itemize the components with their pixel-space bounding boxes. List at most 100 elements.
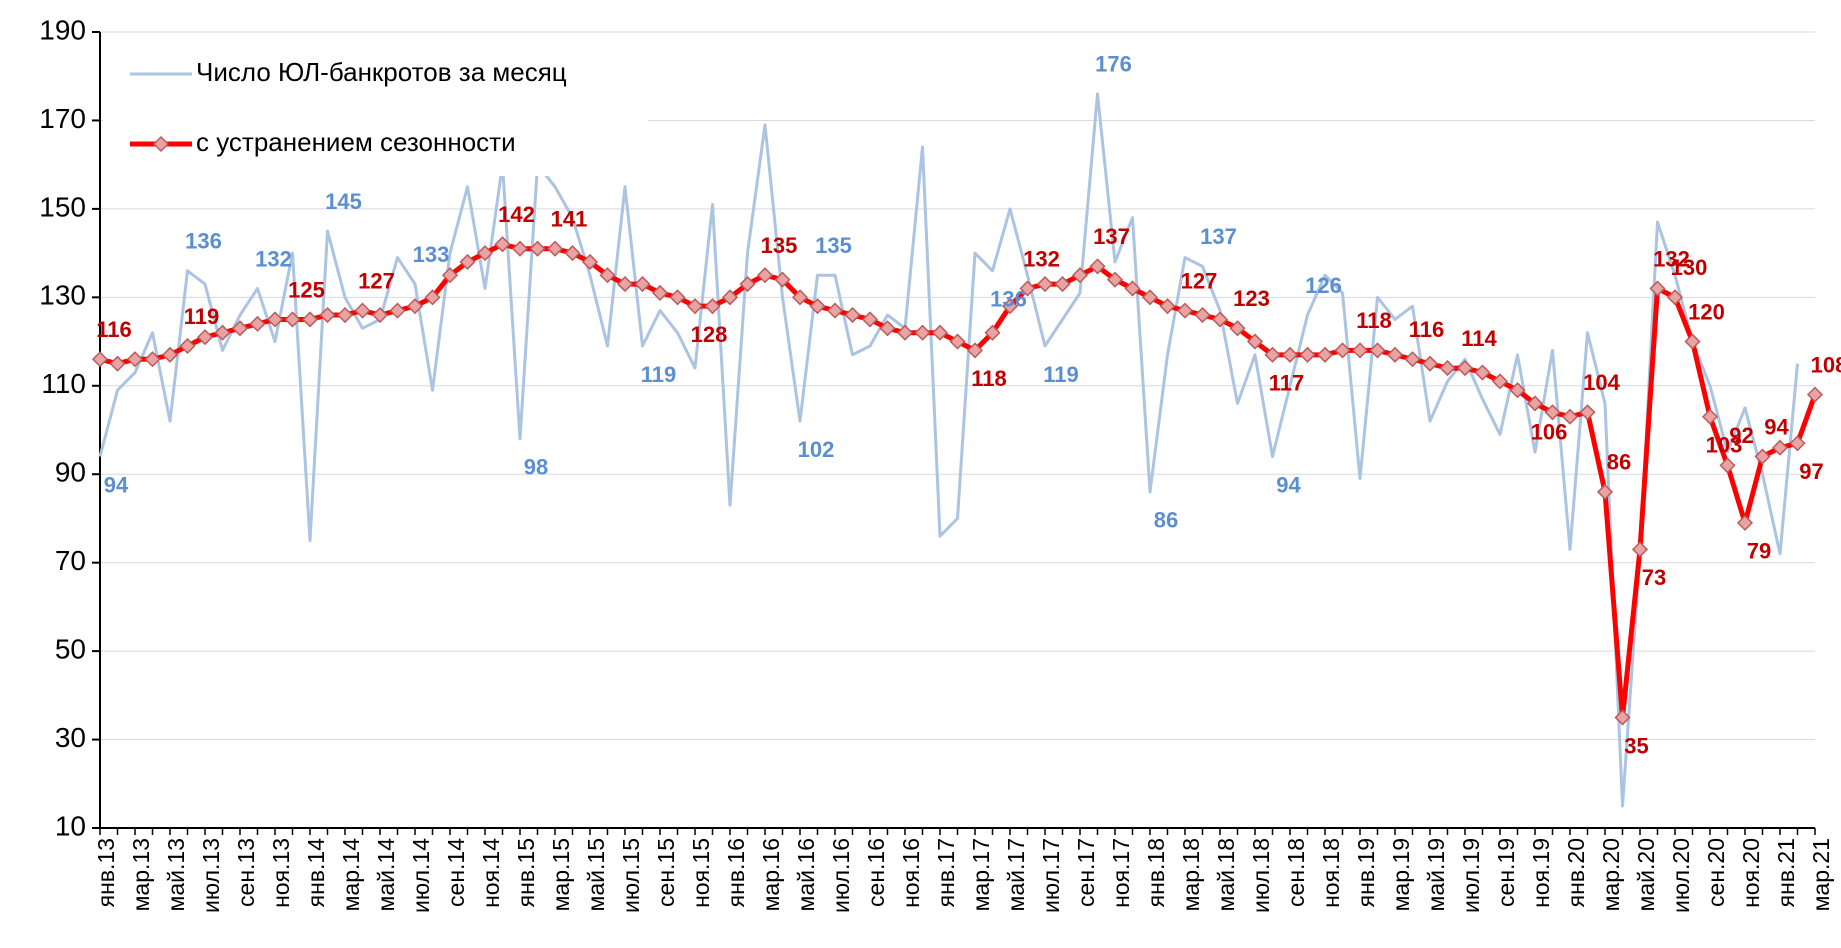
value-label: 142 bbox=[498, 202, 535, 227]
marker bbox=[1159, 298, 1176, 315]
value-label: 126 bbox=[1305, 273, 1342, 298]
x-tick-label: сен.18 bbox=[1283, 838, 1309, 907]
y-tick-label: 150 bbox=[39, 191, 86, 222]
x-tick-label: май.20 bbox=[1633, 838, 1659, 911]
x-tick-label: ноя.16 bbox=[898, 838, 924, 908]
x-tick-label: ноя.14 bbox=[478, 838, 504, 908]
marker bbox=[1351, 342, 1369, 359]
marker bbox=[1649, 280, 1666, 297]
marker bbox=[1596, 483, 1614, 500]
x-tick-label: янв.16 bbox=[723, 838, 749, 907]
x-tick-label: мар.20 bbox=[1598, 838, 1624, 911]
value-label: 176 bbox=[1095, 52, 1132, 77]
x-tick-label: янв.19 bbox=[1353, 838, 1379, 907]
marker bbox=[494, 236, 511, 253]
marker bbox=[984, 324, 1001, 341]
marker bbox=[354, 302, 371, 319]
value-label: 108 bbox=[1811, 352, 1841, 377]
value-label: 123 bbox=[1233, 286, 1270, 311]
marker bbox=[144, 351, 161, 368]
x-tick-label: июл.17 bbox=[1038, 838, 1064, 913]
marker bbox=[966, 342, 984, 359]
value-label: 104 bbox=[1583, 370, 1620, 395]
x-tick-label: мар.16 bbox=[758, 838, 784, 911]
marker bbox=[1456, 360, 1474, 377]
value-label: 73 bbox=[1642, 565, 1666, 590]
marker bbox=[1386, 346, 1404, 363]
x-tick-label: мар.13 bbox=[128, 838, 154, 911]
value-label: 94 bbox=[1276, 472, 1301, 497]
marker bbox=[231, 320, 249, 337]
x-tick-label: мар.21 bbox=[1808, 838, 1834, 911]
x-tick-label: мар.14 bbox=[338, 838, 364, 912]
value-label: 136 bbox=[185, 229, 222, 254]
marker bbox=[1176, 302, 1194, 319]
x-tick-label: май.17 bbox=[1003, 838, 1029, 911]
x-tick-label: ноя.17 bbox=[1108, 838, 1134, 908]
x-tick-label: июл.19 bbox=[1458, 838, 1484, 913]
marker bbox=[1439, 360, 1456, 377]
marker bbox=[1701, 408, 1719, 425]
value-label: 132 bbox=[255, 246, 292, 271]
x-tick-label: сен.13 bbox=[233, 838, 259, 907]
marker bbox=[284, 311, 301, 328]
marker bbox=[1526, 395, 1544, 412]
marker bbox=[1019, 280, 1036, 297]
marker bbox=[196, 329, 214, 346]
value-label: 132 bbox=[1653, 246, 1690, 271]
x-tick-label: мар.15 bbox=[548, 838, 574, 911]
marker bbox=[319, 306, 336, 324]
marker bbox=[1054, 276, 1071, 293]
marker bbox=[1561, 408, 1579, 425]
marker bbox=[1299, 346, 1316, 363]
value-label: 116 bbox=[96, 317, 132, 342]
y-tick-label: 130 bbox=[39, 280, 86, 311]
marker bbox=[826, 302, 844, 319]
y-tick-label: 10 bbox=[55, 810, 86, 841]
x-tick-label: июл.15 bbox=[618, 838, 644, 913]
x-tick-label: сен.20 bbox=[1703, 838, 1729, 907]
legend-label: с устранением сезонности bbox=[196, 127, 516, 157]
marker bbox=[1229, 320, 1246, 337]
value-label: 92 bbox=[1729, 423, 1753, 448]
x-tick-label: янв.20 bbox=[1563, 838, 1589, 907]
x-tick-label: ноя.19 bbox=[1528, 838, 1554, 908]
x-tick-label: мар.18 bbox=[1178, 838, 1204, 911]
marker bbox=[459, 253, 476, 271]
value-label: 133 bbox=[413, 242, 450, 267]
marker bbox=[109, 355, 126, 372]
value-label: 136 bbox=[990, 287, 1027, 312]
marker bbox=[739, 276, 756, 293]
marker bbox=[651, 284, 669, 301]
marker bbox=[179, 337, 196, 355]
marker bbox=[161, 346, 179, 363]
marker bbox=[879, 320, 896, 337]
value-label: 132 bbox=[1023, 246, 1060, 271]
value-label: 94 bbox=[104, 472, 129, 497]
x-tick-label: май.15 bbox=[583, 838, 609, 911]
marker bbox=[1194, 306, 1211, 324]
y-tick-label: 30 bbox=[55, 722, 86, 753]
marker bbox=[791, 289, 809, 306]
marker bbox=[1509, 382, 1526, 399]
value-label: 86 bbox=[1154, 508, 1178, 533]
value-label: 119 bbox=[641, 362, 677, 387]
marker bbox=[1334, 342, 1351, 359]
marker bbox=[914, 324, 931, 341]
marker bbox=[1579, 404, 1596, 421]
marker bbox=[669, 289, 686, 306]
marker bbox=[1124, 280, 1141, 297]
value-label: 86 bbox=[1607, 450, 1631, 475]
x-tick-label: янв.15 bbox=[513, 838, 539, 907]
x-tick-label: июл.16 bbox=[828, 838, 854, 913]
value-label: 137 bbox=[1200, 224, 1237, 249]
marker bbox=[1246, 333, 1264, 350]
x-tick-label: май.14 bbox=[373, 838, 399, 912]
marker bbox=[704, 298, 721, 315]
value-label: 94 bbox=[1764, 414, 1789, 439]
marker bbox=[1404, 351, 1421, 368]
marker bbox=[1474, 364, 1491, 381]
y-tick-label: 170 bbox=[39, 103, 86, 134]
value-label: 145 bbox=[325, 189, 362, 214]
